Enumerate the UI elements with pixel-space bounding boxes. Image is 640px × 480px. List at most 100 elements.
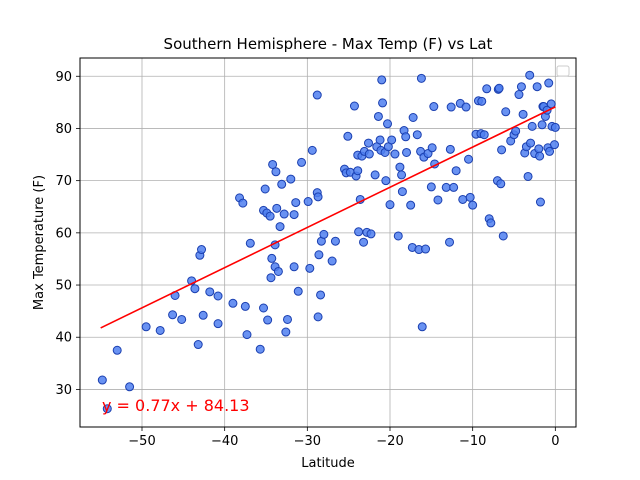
data-point bbox=[354, 227, 364, 237]
y-axis-label: Max Temperature (F) bbox=[32, 175, 47, 310]
data-point bbox=[550, 140, 560, 150]
grid bbox=[80, 58, 576, 427]
data-point bbox=[263, 315, 273, 325]
y-tick-label: 80 bbox=[55, 122, 72, 137]
data-point bbox=[289, 262, 299, 272]
data-point bbox=[198, 310, 208, 320]
data-point bbox=[516, 82, 526, 92]
data-point bbox=[213, 319, 223, 329]
data-point bbox=[242, 330, 252, 340]
data-point bbox=[427, 143, 437, 153]
data-point bbox=[545, 146, 555, 156]
data-point bbox=[486, 218, 496, 228]
data-point bbox=[281, 327, 291, 337]
data-point bbox=[327, 256, 337, 266]
x-tick-label: −20 bbox=[376, 434, 403, 449]
data-point bbox=[446, 102, 456, 112]
x-axis-label: Latitude bbox=[301, 456, 355, 471]
data-point bbox=[260, 184, 270, 194]
data-point bbox=[303, 197, 313, 207]
data-point bbox=[125, 382, 135, 392]
data-point bbox=[268, 159, 278, 169]
x-tick-label: −10 bbox=[459, 434, 486, 449]
data-point bbox=[433, 195, 443, 205]
data-point bbox=[293, 286, 303, 296]
data-point bbox=[381, 176, 391, 186]
data-point bbox=[451, 166, 461, 176]
data-point bbox=[366, 229, 376, 239]
data-point bbox=[498, 231, 508, 241]
data-point bbox=[312, 90, 322, 100]
data-point bbox=[544, 78, 554, 88]
data-point bbox=[289, 210, 299, 220]
data-point bbox=[395, 162, 405, 172]
x-tick-label: −30 bbox=[294, 434, 321, 449]
x-tick-label: −50 bbox=[128, 434, 155, 449]
data-point bbox=[445, 144, 455, 154]
data-point bbox=[464, 154, 474, 164]
data-point bbox=[364, 138, 374, 148]
data-point bbox=[412, 130, 422, 140]
data-point bbox=[271, 167, 281, 177]
data-point bbox=[314, 250, 324, 260]
data-point bbox=[523, 171, 533, 181]
data-point bbox=[482, 84, 492, 94]
regression-line bbox=[100, 106, 556, 329]
data-point bbox=[305, 263, 315, 273]
data-point bbox=[197, 245, 207, 255]
regression-equation: y = 0.77x + 84.13 bbox=[102, 396, 250, 415]
data-point bbox=[465, 192, 475, 202]
data-point bbox=[265, 211, 275, 221]
y-tick-label: 40 bbox=[55, 331, 72, 346]
x-tick-label: 0 bbox=[551, 434, 559, 449]
data-point bbox=[364, 149, 374, 159]
data-point bbox=[343, 131, 353, 141]
data-point bbox=[255, 344, 265, 354]
data-point bbox=[378, 98, 388, 108]
data-point bbox=[259, 303, 269, 313]
data-point bbox=[537, 120, 547, 130]
data-point bbox=[402, 147, 412, 157]
data-point bbox=[155, 325, 165, 335]
data-point bbox=[535, 197, 545, 207]
data-point bbox=[461, 102, 471, 112]
data-point bbox=[417, 322, 427, 332]
data-point bbox=[213, 291, 223, 301]
data-point bbox=[416, 73, 426, 83]
data-point bbox=[102, 404, 112, 414]
data-point bbox=[377, 75, 387, 85]
data-point bbox=[421, 244, 431, 254]
data-point bbox=[313, 312, 323, 322]
data-point bbox=[408, 112, 418, 122]
data-point bbox=[277, 179, 287, 189]
plot-frame bbox=[79, 57, 577, 428]
legend-box bbox=[556, 65, 570, 77]
data-point bbox=[526, 138, 536, 148]
data-point bbox=[546, 99, 556, 109]
data-point bbox=[291, 198, 301, 208]
y-tick-label: 70 bbox=[55, 174, 72, 189]
data-point bbox=[534, 144, 544, 154]
x-tick-label: −40 bbox=[211, 434, 238, 449]
data-point bbox=[535, 151, 545, 161]
data-point bbox=[397, 170, 407, 180]
data-point bbox=[349, 101, 359, 111]
data-point bbox=[266, 273, 276, 283]
data-point bbox=[441, 182, 451, 192]
y-tick-label: 30 bbox=[55, 383, 72, 398]
data-points bbox=[97, 70, 560, 414]
data-point bbox=[238, 198, 248, 208]
data-point bbox=[279, 209, 289, 219]
data-point bbox=[307, 145, 317, 155]
data-point bbox=[373, 111, 383, 121]
data-point bbox=[272, 203, 282, 213]
data-point bbox=[240, 301, 250, 311]
data-point bbox=[190, 284, 200, 294]
data-point bbox=[468, 200, 478, 210]
data-point bbox=[397, 187, 407, 197]
data-point bbox=[319, 229, 329, 239]
data-point bbox=[525, 70, 535, 80]
data-point bbox=[494, 83, 504, 93]
data-point bbox=[353, 166, 363, 176]
